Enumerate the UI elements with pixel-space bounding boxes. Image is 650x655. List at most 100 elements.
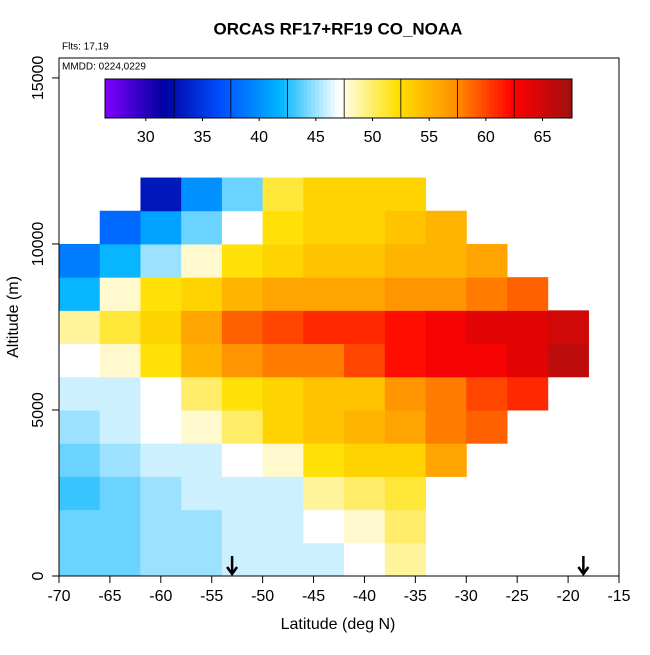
colorbar-slice	[416, 79, 421, 118]
heat-cell	[344, 542, 386, 577]
colorbar-slice	[470, 79, 476, 118]
colorbar-tick-label: 40	[250, 129, 268, 146]
heat-cell	[303, 343, 345, 378]
heat-cell	[425, 310, 467, 345]
colorbar-slice	[435, 79, 441, 118]
colorbar-slice	[116, 79, 122, 118]
colorbar-tick-label: 35	[194, 129, 212, 146]
colorbar-slice	[564, 79, 569, 118]
heat-cell	[425, 210, 467, 245]
colorbar-slice	[268, 79, 273, 118]
colorbar-slice	[466, 79, 472, 118]
colorbar-slice	[463, 79, 468, 118]
colorbar-slice	[147, 79, 153, 118]
colorbar-slice	[373, 79, 378, 118]
heat-cell	[181, 177, 223, 212]
colorbar-slice	[377, 79, 382, 118]
colorbar-slice	[408, 79, 413, 118]
heat-cell	[140, 376, 182, 411]
heat-cell	[466, 409, 508, 444]
colorbar-slice	[451, 79, 456, 118]
heat-cell	[344, 277, 386, 311]
colorbar-slice	[392, 79, 398, 118]
colorbar-slice	[517, 79, 522, 118]
colorbar-slice	[319, 79, 324, 118]
colorbar-slice	[443, 79, 448, 118]
colorbar-slice	[124, 79, 129, 118]
colorbar-slice	[396, 79, 402, 118]
heat-cell	[59, 310, 101, 345]
heat-cell	[221, 310, 264, 345]
heat-cell	[262, 443, 304, 477]
heat-cell	[221, 343, 264, 378]
colorbar-slice	[291, 79, 297, 118]
heat-cell	[181, 542, 223, 577]
heat-cell	[262, 210, 304, 245]
colorbar-slice	[155, 79, 160, 118]
colorbar-slice	[225, 79, 231, 118]
heat-cell	[59, 409, 101, 444]
colorbar-slice	[151, 79, 157, 118]
heat-cell	[466, 277, 508, 311]
colorbar-slice	[544, 79, 550, 118]
colorbar-slice	[217, 79, 223, 118]
colorbar-slice	[552, 79, 557, 118]
heat-cell	[99, 443, 141, 477]
colorbar-slice	[556, 79, 561, 118]
heat-cell	[344, 376, 386, 411]
heat-cell	[140, 210, 182, 245]
colorbar-slice	[202, 79, 207, 118]
heat-cell	[140, 542, 182, 577]
heat-cell	[507, 277, 549, 311]
colorbar-slice	[361, 79, 367, 118]
heat-cell	[99, 409, 141, 444]
heat-cell	[262, 476, 304, 511]
heat-cell	[303, 376, 345, 411]
colorbar-slice	[287, 79, 293, 118]
heat-cell	[344, 177, 386, 212]
colorbar-slice	[120, 79, 125, 118]
colorbar-slice	[474, 79, 480, 118]
heat-cell	[181, 277, 223, 311]
y-tick-label: 5000	[30, 392, 47, 428]
heat-cell	[221, 243, 264, 278]
heat-cell	[425, 343, 467, 378]
heat-cell	[303, 210, 345, 245]
colorbar-slice	[338, 79, 343, 118]
heat-cell	[303, 542, 345, 577]
heat-cell	[181, 376, 223, 411]
heat-cell	[466, 343, 508, 378]
x-tick-label: -35	[404, 588, 427, 605]
heat-cell	[262, 376, 304, 411]
heat-cell	[466, 310, 508, 345]
colorbar-slice	[233, 79, 238, 118]
colorbar-slice	[513, 79, 519, 118]
heat-cell	[384, 542, 427, 577]
heat-cell	[59, 376, 101, 411]
heat-cell	[99, 277, 141, 311]
heat-cell	[221, 376, 264, 411]
colorbar-slice	[198, 79, 203, 118]
heat-cell	[507, 343, 549, 378]
heat-cell	[262, 509, 304, 544]
heat-cell	[303, 476, 345, 511]
heat-cell	[262, 177, 304, 212]
colorbar-slice	[143, 79, 149, 118]
colorbar-slice	[439, 79, 445, 118]
colorbar-slice	[140, 79, 145, 118]
heat-cell	[303, 310, 345, 345]
heat-cell	[384, 376, 427, 411]
colorbar-slice	[354, 79, 359, 118]
colorbar-slice	[540, 79, 546, 118]
colorbar-slice	[105, 79, 110, 118]
colorbar-slice	[303, 79, 308, 118]
colorbar-slice	[334, 79, 339, 118]
heat-cell	[140, 243, 182, 278]
colorbar-slice	[533, 79, 538, 118]
heat-cell	[303, 409, 345, 444]
heat-cell	[181, 343, 223, 378]
heat-cell	[140, 177, 182, 212]
heat-cell	[425, 443, 467, 477]
x-tick-label: -40	[353, 588, 376, 605]
colorbar-slice	[529, 79, 534, 118]
